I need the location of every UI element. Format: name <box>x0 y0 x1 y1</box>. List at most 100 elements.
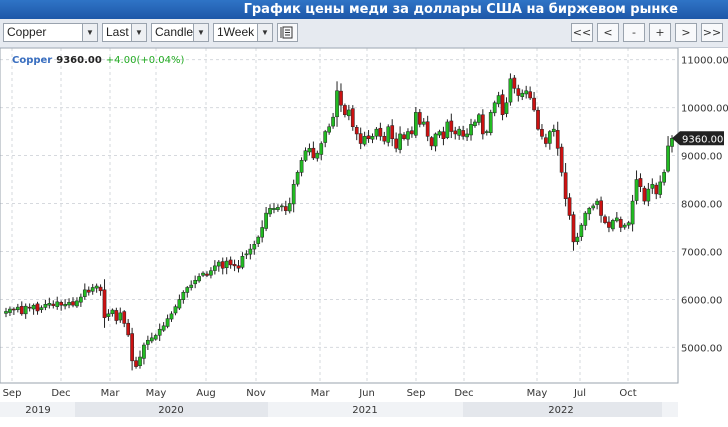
candle <box>323 129 328 148</box>
candle <box>524 85 529 99</box>
candle-body <box>118 312 123 321</box>
candle <box>19 301 24 316</box>
candle-body <box>146 339 150 345</box>
candle-body <box>264 212 268 229</box>
candle <box>236 260 241 273</box>
candle <box>138 350 142 369</box>
zoom-in-button[interactable]: + <box>649 23 671 42</box>
x-tick-label: Mar <box>101 388 121 399</box>
candle <box>394 132 398 153</box>
candle-body <box>295 172 300 185</box>
candle-body <box>134 360 138 367</box>
candle <box>575 232 580 245</box>
candle <box>413 107 418 138</box>
candle <box>571 211 576 251</box>
x-tick-label: Jul <box>573 388 586 399</box>
candle-body <box>394 138 398 149</box>
candle-body <box>642 187 647 202</box>
candle-body <box>19 306 24 315</box>
year-band <box>75 402 268 417</box>
candle <box>43 299 48 311</box>
candle <box>157 323 162 342</box>
candle <box>512 75 517 94</box>
x-tick-label: Aug <box>196 388 216 399</box>
candle <box>224 257 229 275</box>
candle <box>540 124 544 140</box>
candle-body <box>366 135 371 139</box>
candle <box>421 118 426 127</box>
candle-body <box>532 97 536 111</box>
candle-body <box>350 108 355 128</box>
candle-body <box>398 133 402 150</box>
candle <box>536 106 540 131</box>
candle <box>79 293 83 307</box>
candle <box>248 243 253 260</box>
candle-body <box>658 181 663 195</box>
candle-body <box>484 131 489 133</box>
data-table-button[interactable] <box>277 23 298 42</box>
candle <box>382 131 387 145</box>
candle <box>461 125 465 140</box>
candle <box>303 147 308 162</box>
candle <box>142 342 146 365</box>
candle <box>268 204 272 217</box>
y-tick-label: 7000.00 <box>681 247 722 258</box>
candle <box>94 283 99 293</box>
candle-body <box>437 131 442 136</box>
candle-body <box>331 116 335 127</box>
candle <box>378 122 383 141</box>
candle-body <box>563 172 568 199</box>
candle <box>165 314 170 329</box>
zoom-out-button[interactable]: - <box>623 23 645 42</box>
candle <box>272 202 276 214</box>
scroll-start-button[interactable]: << <box>571 23 593 42</box>
candle <box>228 256 233 269</box>
candle-body <box>122 311 127 324</box>
candle-body <box>240 256 245 268</box>
symbol-select[interactable]: Copper ▼ <box>3 23 98 42</box>
chart-type-select[interactable]: Candle ▼ <box>151 23 209 42</box>
scroll-left-button[interactable]: < <box>597 23 619 42</box>
interval-select[interactable]: 1Week ▼ <box>213 23 273 42</box>
candle-body <box>8 308 12 313</box>
candle-body <box>382 136 387 142</box>
candle-body <box>114 310 119 321</box>
candle <box>437 129 442 138</box>
candle-body <box>35 303 40 312</box>
chevron-down-icon: ▼ <box>131 24 146 41</box>
candle-body <box>283 206 288 211</box>
candle <box>189 280 194 291</box>
price-type-select[interactable]: Last ▼ <box>102 23 147 42</box>
candle-body <box>327 126 331 133</box>
candle <box>492 100 497 117</box>
candle <box>177 294 182 311</box>
candle <box>469 118 473 141</box>
price-chart[interactable]: 11000.00 10000.00 9000.00 8000.00 7000.00 600… <box>0 48 728 427</box>
candle <box>547 130 552 150</box>
candle-body <box>453 130 458 135</box>
candle-body <box>248 248 253 255</box>
scroll-end-button[interactable]: >> <box>701 23 723 42</box>
candle-body <box>579 224 584 237</box>
candle <box>82 283 87 300</box>
candle-body <box>335 90 339 118</box>
candle-body <box>559 146 564 173</box>
candle-body <box>445 121 450 138</box>
candle <box>75 297 79 308</box>
candle-body <box>567 197 572 216</box>
candle-body <box>662 172 666 183</box>
candle-body <box>555 130 560 149</box>
candle <box>256 235 261 247</box>
data-table-icon <box>280 26 293 39</box>
year-label: 2019 <box>25 405 50 416</box>
candle <box>630 194 635 232</box>
scroll-right-button[interactable]: > <box>675 23 697 42</box>
candle-body <box>528 91 532 99</box>
candle-body <box>15 306 20 310</box>
x-axis: Sep Dec Mar May Aug Nov Mar Jun Sep Dec May Jul Oct <box>3 388 637 399</box>
candle <box>626 220 631 229</box>
info-price: 9360.00 <box>56 55 102 66</box>
candle <box>551 124 556 137</box>
candle-body <box>622 224 627 228</box>
candle-body <box>130 333 134 362</box>
